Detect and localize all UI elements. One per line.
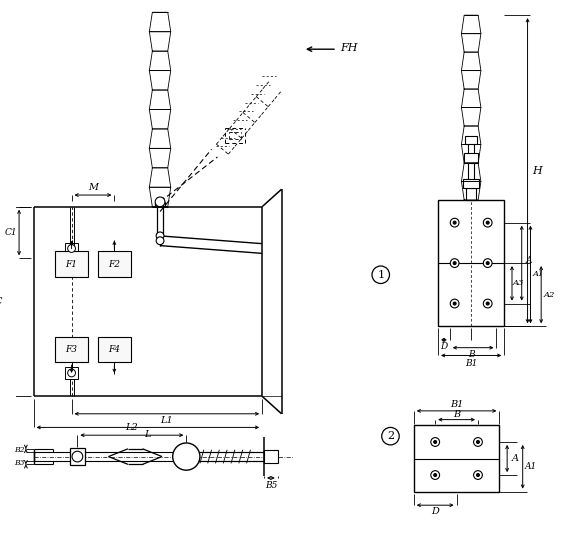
Text: A1: A1 [533,270,544,278]
Circle shape [477,474,480,477]
Circle shape [486,221,489,224]
Circle shape [450,299,459,308]
Circle shape [483,219,492,227]
Bar [70,448,85,465]
Circle shape [483,299,492,308]
Circle shape [155,197,165,207]
Circle shape [486,262,489,264]
Text: D: D [431,507,439,516]
Bar [55,252,88,277]
Circle shape [431,438,439,446]
Circle shape [453,262,456,264]
Text: B5: B5 [265,481,277,490]
Text: FH: FH [340,43,357,53]
Bar [98,337,131,362]
Text: C: C [0,297,2,306]
Circle shape [68,369,76,377]
Circle shape [434,474,436,477]
Text: D: D [441,342,448,351]
Text: B2: B2 [14,446,24,454]
Circle shape [450,259,459,268]
Text: F2: F2 [108,260,120,269]
Text: A3: A3 [513,279,524,287]
Text: B1: B1 [465,359,477,368]
Text: F3: F3 [66,345,77,354]
Circle shape [173,443,200,470]
Bar [65,243,79,254]
Text: L: L [145,430,151,439]
Circle shape [477,441,480,443]
Text: B1: B1 [450,400,463,409]
Circle shape [434,441,436,443]
Text: B3: B3 [14,459,24,467]
Bar [464,153,478,163]
Text: A1: A1 [524,462,537,471]
Bar [414,425,499,491]
Circle shape [486,302,489,305]
Bar [466,136,477,143]
Bar [98,252,131,277]
Circle shape [72,451,83,462]
Circle shape [474,438,482,446]
Circle shape [453,221,456,224]
Text: 2: 2 [387,431,394,441]
Text: B: B [453,410,460,419]
Text: A: A [512,454,519,463]
Circle shape [382,427,399,445]
Text: F4: F4 [108,345,120,354]
Text: 1: 1 [377,270,384,280]
Text: F1: F1 [66,260,77,269]
Circle shape [483,259,492,268]
Text: L1: L1 [161,416,173,425]
Bar [466,188,476,200]
Text: C1: C1 [5,228,17,237]
Circle shape [474,471,482,479]
Circle shape [372,266,389,284]
Circle shape [450,219,459,227]
Circle shape [156,232,164,240]
Bar [55,337,88,362]
Circle shape [431,471,439,479]
Bar [65,367,79,379]
Circle shape [156,237,164,245]
Bar [463,179,479,188]
Text: A: A [526,256,532,265]
Text: B: B [468,350,474,359]
Bar [264,450,278,463]
Text: L2: L2 [126,423,139,432]
Circle shape [68,245,76,253]
Text: M: M [88,183,98,192]
Bar [438,200,504,326]
Circle shape [453,302,456,305]
Text: H: H [533,166,542,176]
Text: A2: A2 [543,290,555,298]
